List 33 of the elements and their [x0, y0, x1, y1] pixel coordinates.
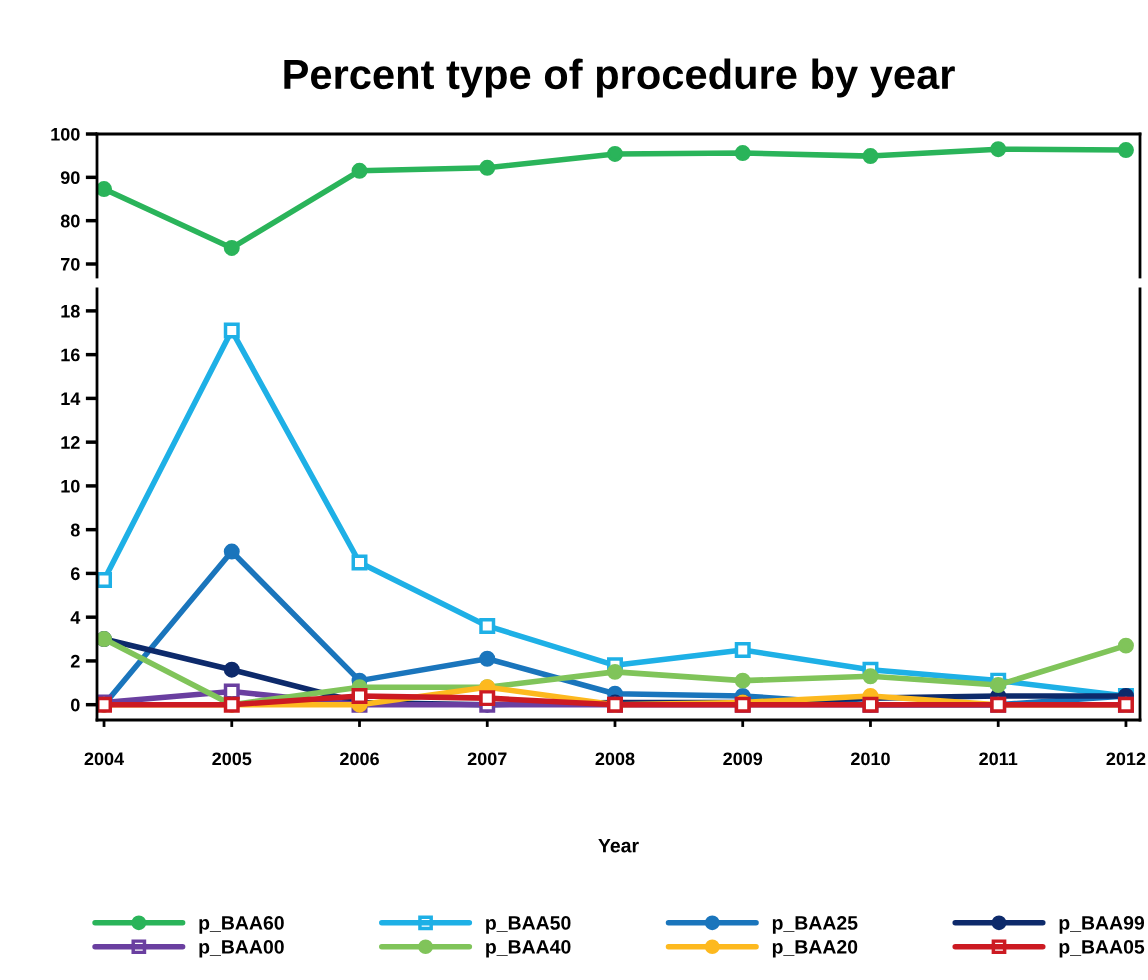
y-tick-label: 70 [61, 257, 80, 271]
x-tick-label: 2009 [723, 752, 763, 766]
x-tick-label: 2004 [84, 752, 125, 766]
x-tick-label: 2008 [595, 752, 635, 766]
y-tick-label: 90 [60, 171, 80, 185]
y-tick-label: 6 [70, 567, 80, 581]
legend-label: p_BAA00 [199, 939, 284, 958]
x-axis-title: Year [598, 838, 639, 853]
y-tick-label: 8 [70, 523, 80, 537]
legend-label: p_BAA40 [486, 939, 571, 958]
x-tick-label: 2005 [212, 752, 252, 766]
x-tick-label: 2011 [979, 752, 1018, 766]
y-tick-label: 0 [71, 698, 80, 712]
legend-label: p_BAA50 [486, 916, 571, 934]
legend-label: p_BAA05 [1059, 939, 1145, 958]
y-tick-label: 10 [61, 479, 80, 493]
y-tick-label: 18 [61, 304, 80, 318]
y-tick-label: 16 [61, 348, 80, 362]
y-tick-label: 100 [51, 127, 80, 141]
y-tick-label: 14 [61, 392, 81, 405]
x-tick-label: 2007 [467, 752, 507, 766]
y-tick-label: 12 [61, 436, 80, 449]
x-tick-label: 2012 [1106, 752, 1146, 766]
y-tick-label: 2 [70, 654, 80, 668]
chart-title: Percent type of procedure by year [284, 58, 955, 98]
x-tick-label: 2006 [340, 752, 379, 766]
legend-label: p_BAA60 [199, 916, 284, 934]
legend-label: p_BAA25 [772, 916, 858, 934]
legend-label: p_BAA20 [772, 939, 858, 958]
y-tick-label: 4 [70, 611, 81, 624]
y-tick-label: 80 [60, 214, 80, 228]
legend-label: p_BAA99 [1059, 916, 1145, 934]
x-tick-label: 2010 [851, 752, 890, 766]
